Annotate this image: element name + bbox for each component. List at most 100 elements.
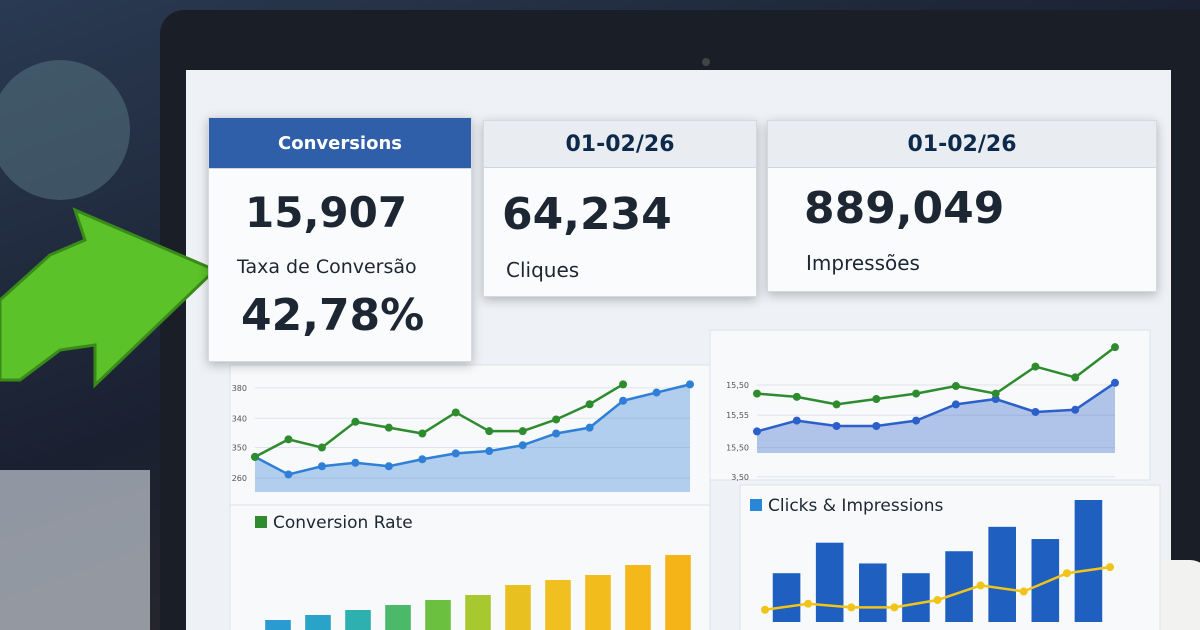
bar xyxy=(345,610,371,630)
legend-label: Clicks & Impressions xyxy=(768,496,943,516)
point xyxy=(351,458,360,467)
bar xyxy=(1074,500,1103,622)
bar xyxy=(425,600,451,630)
point xyxy=(451,449,460,458)
point xyxy=(485,427,494,436)
point xyxy=(991,389,1000,398)
point xyxy=(552,415,561,424)
bar xyxy=(945,551,973,622)
point xyxy=(485,447,494,456)
point xyxy=(890,603,899,612)
bar xyxy=(585,575,611,630)
card-label: Impressões xyxy=(806,251,920,275)
bar xyxy=(859,563,887,622)
point xyxy=(976,581,985,590)
point xyxy=(753,389,761,398)
point xyxy=(317,443,326,452)
point xyxy=(552,429,561,438)
conversions-card: Conversions 15,907 Taxa de Conversão 42,… xyxy=(208,117,472,362)
point xyxy=(1106,563,1114,572)
point xyxy=(1031,362,1040,371)
green-arrow xyxy=(0,207,218,389)
y-tick-label: 340 xyxy=(232,414,247,423)
point xyxy=(761,605,769,614)
point xyxy=(451,408,460,417)
point xyxy=(951,400,960,409)
bar xyxy=(305,615,331,630)
y-tick-label: 3,50 xyxy=(731,473,749,482)
bar xyxy=(902,573,930,622)
cup xyxy=(1150,560,1200,630)
point xyxy=(1031,407,1040,416)
y-tick-label: 15,55 xyxy=(726,411,749,420)
point xyxy=(585,400,594,409)
point xyxy=(753,427,761,436)
point xyxy=(1062,569,1071,578)
bar xyxy=(772,573,801,622)
point xyxy=(284,470,293,479)
point xyxy=(317,462,326,471)
background-lens xyxy=(0,60,130,200)
y-tick-label: 350 xyxy=(232,444,247,453)
line xyxy=(756,346,1116,406)
point xyxy=(518,427,527,436)
y-tick-label: 15,50 xyxy=(726,381,749,390)
background-paper xyxy=(0,470,150,630)
line xyxy=(254,383,624,459)
point xyxy=(872,422,881,430)
impressions-card: 01-02/26 889,049 Impressões xyxy=(767,120,1157,292)
chart-panel xyxy=(709,329,1151,481)
card-label: Cliques xyxy=(506,258,580,282)
point xyxy=(832,422,841,430)
card-header: Conversions xyxy=(209,118,471,169)
y-tick-label: 380 xyxy=(232,384,247,393)
point xyxy=(951,382,960,391)
point xyxy=(619,380,628,389)
point xyxy=(418,429,427,438)
bar xyxy=(265,620,291,630)
area xyxy=(757,382,1115,453)
bar xyxy=(505,585,531,630)
line xyxy=(254,383,691,476)
point xyxy=(912,416,921,425)
point xyxy=(804,599,813,608)
card-label: Taxa de Conversão xyxy=(237,256,417,278)
point xyxy=(792,392,801,401)
point xyxy=(1071,373,1080,382)
point xyxy=(1111,378,1119,387)
point xyxy=(284,435,293,444)
point xyxy=(518,441,527,450)
card-header: 01-02/26 xyxy=(768,121,1156,168)
legend-label: Conversion Rate xyxy=(273,513,413,533)
card-value: 15,907 xyxy=(245,188,408,237)
bar xyxy=(988,526,1016,622)
point xyxy=(1071,405,1080,414)
legend-swatch xyxy=(255,516,267,528)
bar xyxy=(465,595,491,630)
bar xyxy=(545,580,571,630)
point xyxy=(792,416,801,425)
point xyxy=(686,380,694,389)
point xyxy=(418,455,427,464)
point xyxy=(351,417,360,426)
card-value: 64,234 xyxy=(502,189,672,240)
point xyxy=(384,423,393,432)
card-value: 889,049 xyxy=(804,183,1005,234)
line xyxy=(756,381,1116,433)
y-tick-label: 15,50 xyxy=(726,444,749,453)
bar xyxy=(625,565,651,630)
point xyxy=(619,396,628,405)
bar xyxy=(385,605,411,630)
bar xyxy=(665,555,691,630)
point xyxy=(933,596,942,605)
point xyxy=(832,400,841,409)
point xyxy=(652,388,661,397)
point xyxy=(1111,343,1119,352)
clicks-card: 01-02/26 64,234 Cliques xyxy=(483,120,757,297)
point xyxy=(912,389,921,398)
point xyxy=(847,603,856,612)
legend-swatch xyxy=(750,499,762,511)
point xyxy=(384,462,393,471)
